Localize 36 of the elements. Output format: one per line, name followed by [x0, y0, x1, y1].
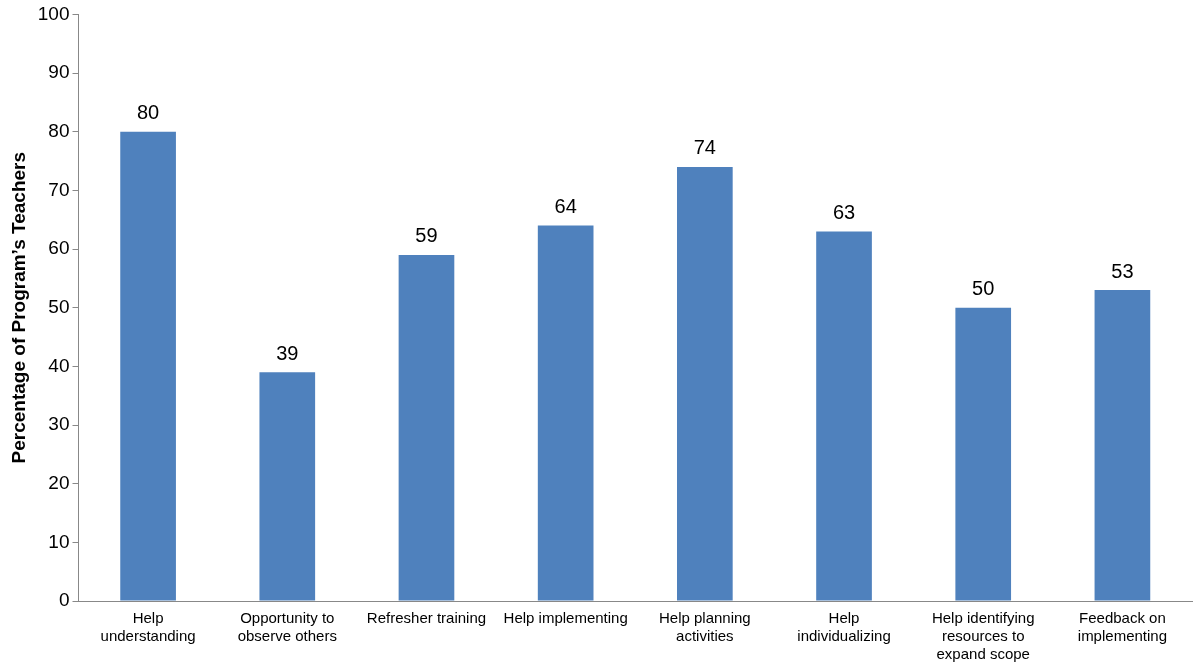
y-tick-label: 90: [48, 61, 70, 83]
x-tick-label: Feedback on implementing: [1077, 609, 1168, 645]
data-label: 39: [276, 341, 299, 364]
y-tick-label: 70: [48, 178, 70, 200]
y-tick-label: 0: [58, 589, 70, 611]
y-tick-label: 50: [48, 295, 70, 317]
bar: [259, 372, 316, 601]
x-tick-label: Help identifying resources to expand scope: [931, 609, 1035, 663]
y-axis-title: Percentage of Program’s Teachers: [7, 151, 29, 464]
x-tick-label: Opportunity to observe others: [237, 609, 337, 645]
x-tick-label: Help planning activities: [658, 609, 751, 645]
data-label: 64: [554, 195, 577, 218]
y-tick-label: 10: [48, 530, 70, 552]
x-tick-label: Help implementing: [503, 609, 628, 627]
y-tick-label: 100: [37, 2, 70, 24]
bar: [955, 307, 1012, 601]
data-label: 74: [693, 136, 716, 159]
data-label: 50: [972, 277, 995, 300]
x-tick-label: Help understanding: [100, 609, 196, 645]
y-tick-label: 60: [48, 237, 70, 259]
bar: [1094, 290, 1151, 601]
bar: [677, 166, 733, 601]
data-label: 59: [415, 224, 438, 247]
y-tick-label: 20: [48, 471, 70, 493]
bar: [816, 231, 872, 601]
data-label: 80: [136, 101, 160, 124]
data-label: 63: [832, 200, 856, 223]
bar: [120, 131, 176, 601]
y-tick-label: 80: [48, 119, 70, 141]
x-tick-label: Refresher training: [366, 609, 487, 627]
bar: [398, 254, 455, 601]
y-tick-label: 40: [48, 354, 70, 376]
bar: [537, 225, 594, 601]
x-tick-label: Help individualizing: [797, 609, 891, 645]
data-label: 53: [1111, 259, 1134, 282]
y-tick-label: 30: [48, 413, 70, 435]
